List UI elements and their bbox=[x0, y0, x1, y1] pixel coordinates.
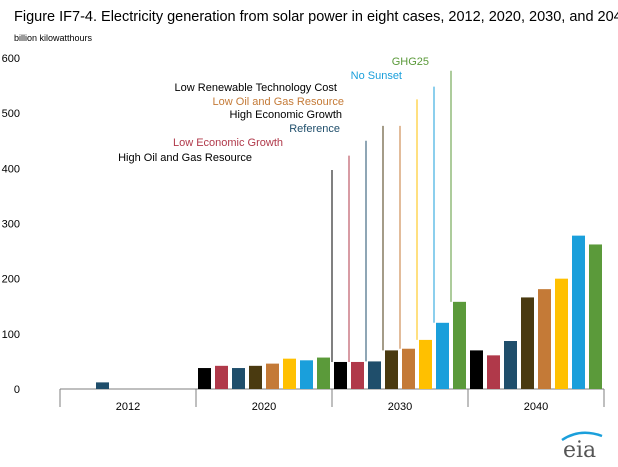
bar-low-oil-and-gas-resource-2020 bbox=[266, 363, 279, 389]
bar-low-renewable-technology-cost-2020 bbox=[283, 358, 296, 389]
bar-no-sunset-2020 bbox=[300, 360, 313, 389]
bar-low-economic-growth-2020 bbox=[215, 365, 228, 389]
bar-low-renewable-technology-cost-2030 bbox=[419, 339, 432, 389]
x-tick-label: 2040 bbox=[524, 401, 548, 413]
eia-logo-text: eia bbox=[563, 438, 596, 460]
y-tick-label: 0 bbox=[14, 384, 20, 396]
bar-high-oil-and-gas-resource-2040 bbox=[470, 350, 483, 389]
bar-high-economic-growth-2040 bbox=[521, 297, 534, 389]
bar-low-economic-growth-2040 bbox=[487, 355, 500, 389]
bar-low-oil-and-gas-resource-2040 bbox=[538, 289, 551, 389]
y-tick-label: 400 bbox=[2, 163, 20, 175]
bar-ghg25-2040 bbox=[589, 244, 602, 389]
bar-high-economic-growth-2030 bbox=[385, 350, 398, 389]
bar-high-oil-and-gas-resource-2030 bbox=[334, 361, 347, 389]
annotation-label: Low Economic Growth bbox=[173, 137, 283, 149]
annotation-label: High Oil and Gas Resource bbox=[118, 152, 252, 164]
annotation-label: Reference bbox=[289, 123, 340, 135]
y-tick-label: 600 bbox=[2, 53, 20, 65]
annotation-label: No Sunset bbox=[351, 70, 402, 82]
bar-low-renewable-technology-cost-2040 bbox=[555, 278, 568, 389]
y-tick-label: 200 bbox=[2, 274, 20, 286]
annotation-label: GHG25 bbox=[392, 56, 429, 68]
bar-reference-2030 bbox=[368, 361, 381, 389]
y-tick-label: 100 bbox=[2, 329, 20, 341]
bar-reference-2040 bbox=[504, 341, 517, 389]
y-tick-label: 300 bbox=[2, 219, 20, 231]
bar-reference-2020 bbox=[232, 368, 245, 389]
bar-ghg25-2020 bbox=[317, 357, 330, 389]
bar-no-sunset-2040 bbox=[572, 235, 585, 389]
annotation-label: Low Renewable Technology Cost bbox=[175, 82, 337, 94]
y-axis-unit-label: billion kilowatthours bbox=[14, 33, 93, 43]
annotation-label: Low Oil and Gas Resource bbox=[213, 96, 344, 108]
bar-no-sunset-2030 bbox=[436, 322, 449, 389]
bar-low-economic-growth-2030 bbox=[351, 361, 364, 389]
y-tick-label: 500 bbox=[2, 108, 20, 120]
annotation-label: High Economic Growth bbox=[230, 109, 343, 121]
x-tick-label: 2030 bbox=[388, 401, 412, 413]
bar-reference-2012 bbox=[96, 382, 109, 389]
bar-high-oil-and-gas-resource-2020 bbox=[198, 368, 211, 389]
chart-title: Figure IF7-4. Electricity generation fro… bbox=[14, 9, 618, 25]
bar-high-economic-growth-2020 bbox=[249, 365, 262, 389]
bar-ghg25-2030 bbox=[453, 301, 466, 389]
x-tick-label: 2020 bbox=[252, 401, 276, 413]
x-tick-label: 2012 bbox=[116, 401, 140, 413]
bar-low-oil-and-gas-resource-2030 bbox=[402, 348, 415, 389]
eia-logo: eia bbox=[561, 431, 603, 460]
